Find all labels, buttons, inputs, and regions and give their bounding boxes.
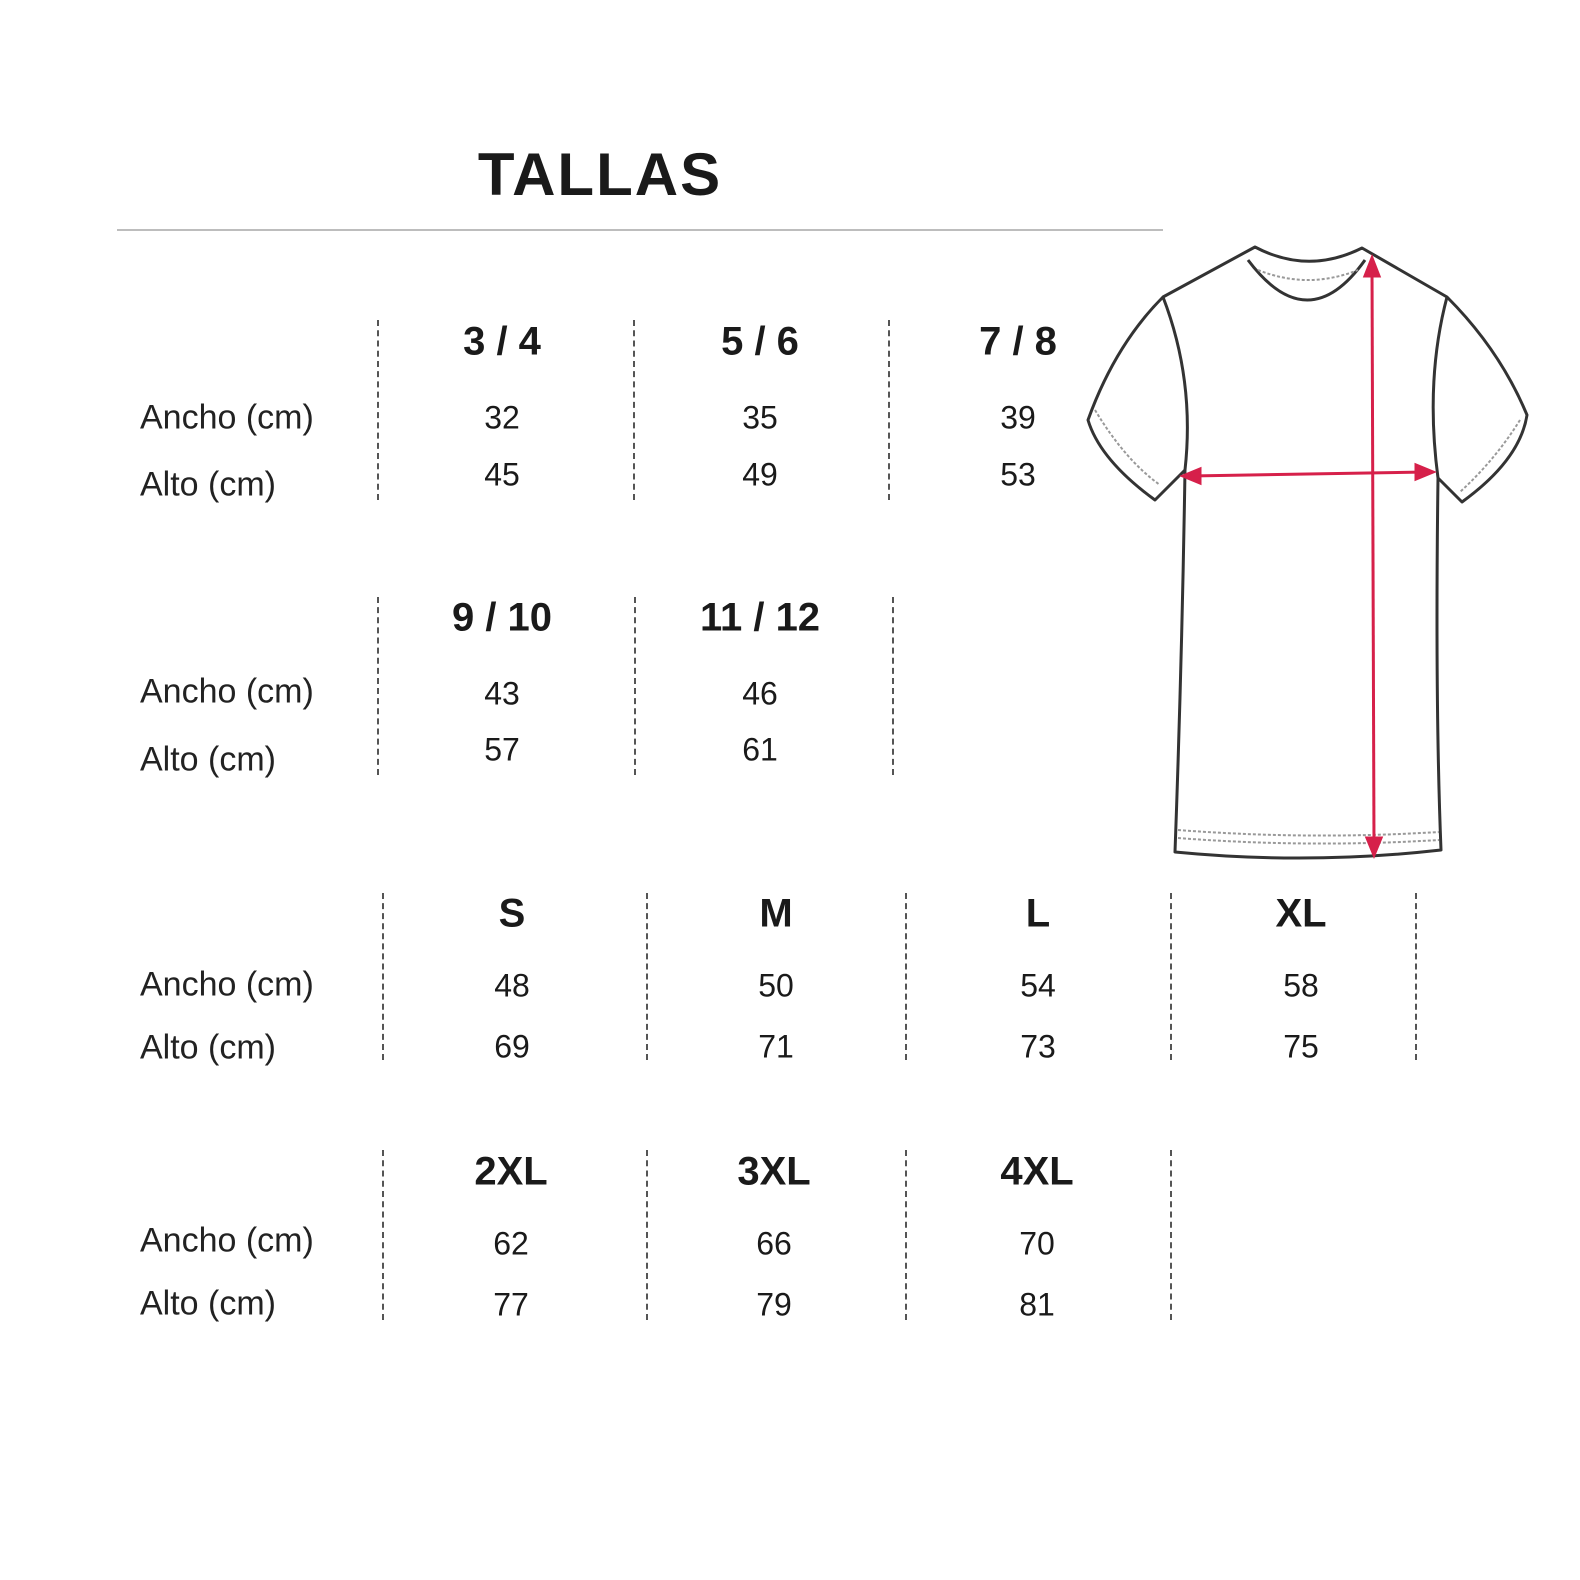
width-arrow-right-head bbox=[1414, 462, 1437, 482]
ancho-value: 32 bbox=[484, 399, 520, 436]
column-divider bbox=[634, 597, 636, 775]
column-divider bbox=[377, 597, 379, 775]
column-divider bbox=[382, 893, 384, 1060]
width-arrow bbox=[1189, 470, 1427, 478]
size-header: 9 / 10 bbox=[451, 595, 553, 640]
alto-value: 79 bbox=[756, 1286, 792, 1323]
column-divider bbox=[646, 1150, 648, 1320]
size-header: XL bbox=[1275, 891, 1327, 936]
alto-value: 77 bbox=[493, 1286, 529, 1323]
size-header: 7 / 8 bbox=[979, 319, 1057, 364]
column-divider bbox=[905, 893, 907, 1060]
row-label-alto: Alto (cm) bbox=[140, 740, 276, 779]
width-arrow-left-head bbox=[1179, 466, 1202, 486]
row-label-alto: Alto (cm) bbox=[140, 1284, 276, 1323]
alto-value: 75 bbox=[1283, 1028, 1319, 1065]
column-divider bbox=[905, 1150, 907, 1320]
size-header: 3XL bbox=[737, 1149, 811, 1194]
column-divider bbox=[633, 320, 635, 500]
column-divider bbox=[382, 1150, 384, 1320]
height-arrow-top-head bbox=[1362, 253, 1382, 278]
row-label-ancho: Ancho (cm) bbox=[140, 1221, 314, 1260]
column-divider bbox=[892, 597, 894, 775]
alto-value: 81 bbox=[1019, 1286, 1055, 1323]
ancho-value: 62 bbox=[493, 1225, 529, 1262]
alto-value: 45 bbox=[484, 456, 520, 493]
size-header: 3 / 4 bbox=[463, 319, 541, 364]
column-divider bbox=[888, 320, 890, 500]
row-label-ancho: Ancho (cm) bbox=[140, 398, 314, 437]
column-divider bbox=[1170, 893, 1172, 1060]
ancho-value: 35 bbox=[742, 399, 778, 436]
size-header: 2XL bbox=[474, 1149, 548, 1194]
alto-value: 57 bbox=[484, 731, 520, 768]
title-divider bbox=[117, 229, 1163, 231]
ancho-value: 48 bbox=[494, 967, 530, 1004]
size-header: S bbox=[498, 891, 526, 936]
size-header: L bbox=[1025, 891, 1051, 936]
size-header: 4XL bbox=[1000, 1149, 1074, 1194]
height-arrow-bottom-head bbox=[1364, 836, 1384, 859]
alto-value: 71 bbox=[758, 1028, 794, 1065]
row-label-alto: Alto (cm) bbox=[140, 1028, 276, 1067]
size-header: 5 / 6 bbox=[721, 319, 799, 364]
alto-value: 49 bbox=[742, 456, 778, 493]
ancho-value: 58 bbox=[1283, 967, 1319, 1004]
alto-value: 73 bbox=[1020, 1028, 1056, 1065]
ancho-value: 46 bbox=[742, 675, 778, 712]
page-title: TALLAS bbox=[477, 141, 723, 208]
alto-value: 53 bbox=[1000, 456, 1036, 493]
tshirt-outline bbox=[1086, 245, 1529, 860]
ancho-value: 50 bbox=[758, 967, 794, 1004]
alto-value: 69 bbox=[494, 1028, 530, 1065]
ancho-value: 43 bbox=[484, 675, 520, 712]
alto-value: 61 bbox=[742, 731, 778, 768]
size-header: M bbox=[759, 891, 793, 936]
row-label-ancho: Ancho (cm) bbox=[140, 672, 314, 711]
ancho-value: 66 bbox=[756, 1225, 792, 1262]
measure-arrows bbox=[1179, 253, 1437, 859]
column-divider bbox=[1170, 1150, 1172, 1320]
ancho-value: 39 bbox=[1000, 399, 1036, 436]
ancho-value: 70 bbox=[1019, 1225, 1055, 1262]
height-arrow bbox=[1370, 267, 1376, 847]
stitching bbox=[1094, 269, 1521, 845]
ancho-value: 54 bbox=[1020, 967, 1056, 1004]
column-divider bbox=[1415, 893, 1417, 1060]
column-divider bbox=[646, 893, 648, 1060]
row-label-ancho: Ancho (cm) bbox=[140, 965, 314, 1004]
row-label-alto: Alto (cm) bbox=[140, 465, 276, 504]
column-divider bbox=[377, 320, 379, 500]
size-header: 11 / 12 bbox=[699, 595, 821, 640]
